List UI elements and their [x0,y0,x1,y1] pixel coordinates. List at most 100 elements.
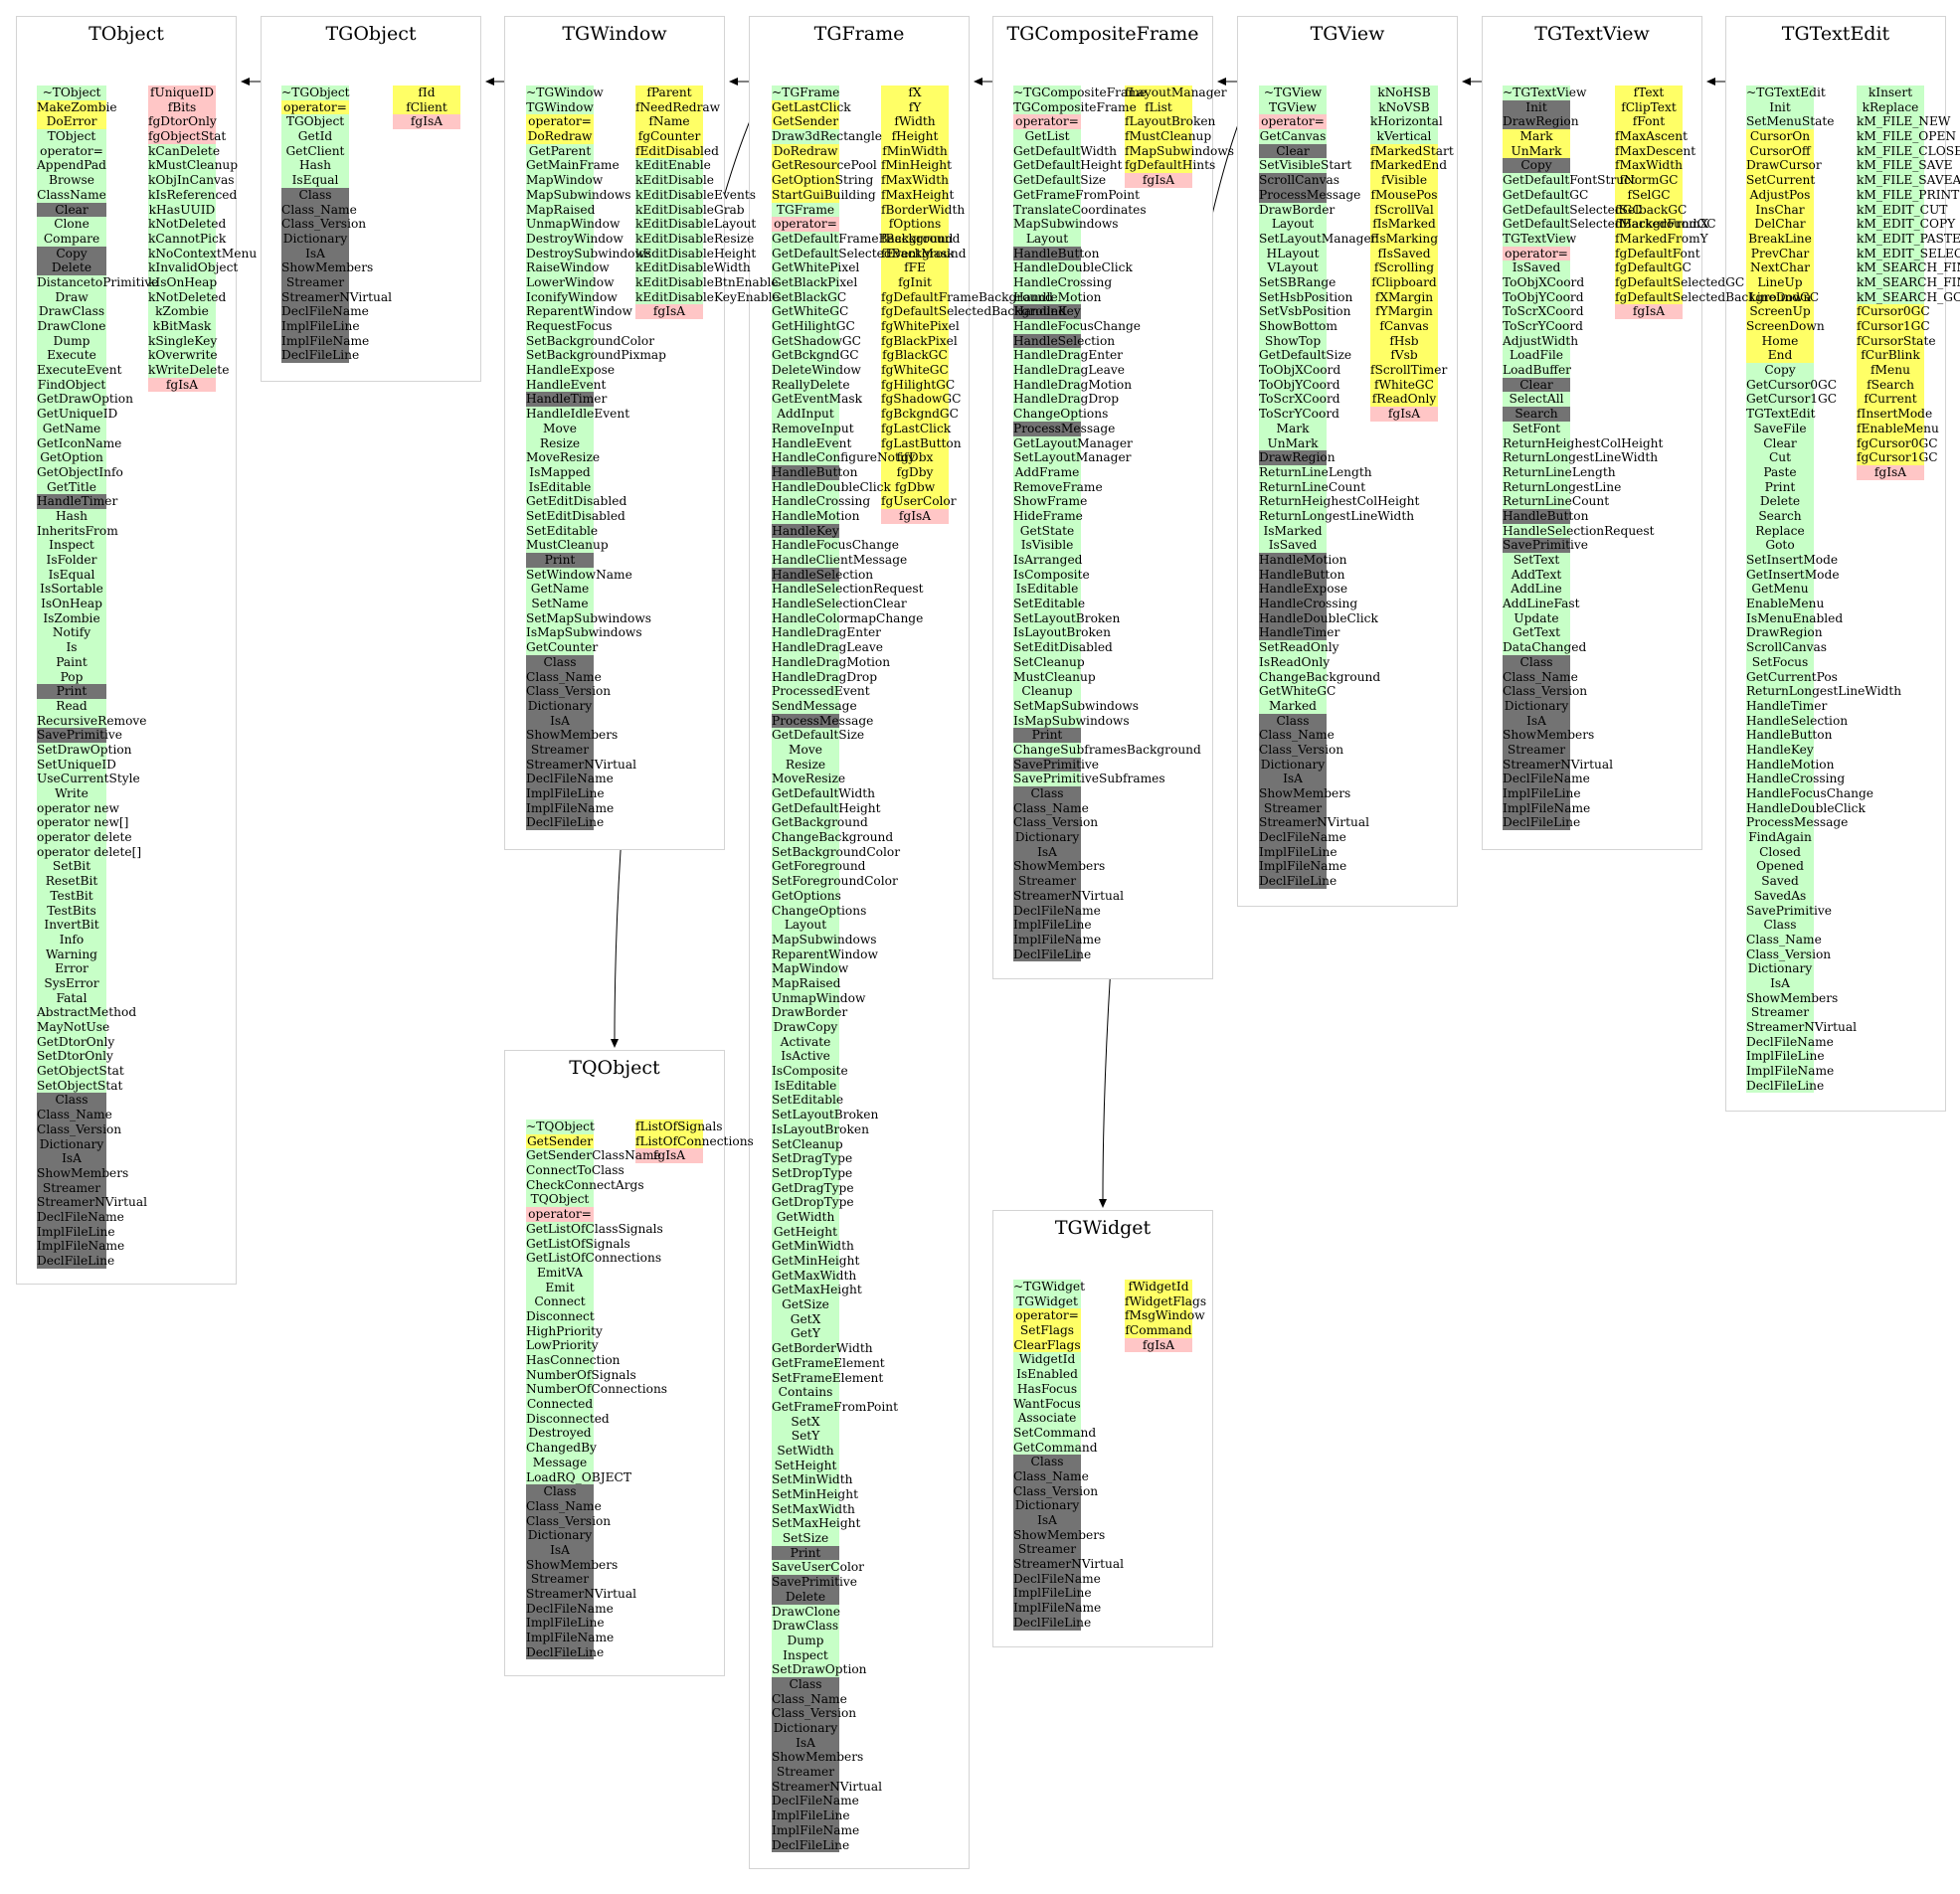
method-row: Class_Name [772,1691,847,1707]
member-row: kInvalidObject [148,260,238,275]
method-name: Class_Name [772,1691,847,1706]
method-name: HandleDoubleClick [1746,800,1866,815]
methods-column: ~TObject MakeZombie DoError TObject operator… [37,86,158,1269]
method-row: IsLayoutBroken [772,1121,869,1137]
method-name: SetBackgroundPixmap [526,348,666,363]
member-row: fgDtorOnly [148,114,217,130]
method-name: TestBit [50,888,93,903]
member-row: kM_FILE_PRINT [1857,187,1959,203]
method-row: GetLastClick [772,99,851,115]
method-name: MapRaised [772,975,841,990]
method-row: Class_Version [526,684,611,699]
method-name: Class [1519,654,1553,669]
methods-column: ~TGFrame GetLastClick GetSender Draw3dRecta… [772,86,967,1853]
method-name: Class_Version [281,217,367,232]
method-row: GetName [526,582,594,598]
method-name: MayNotUse [37,1020,110,1034]
member-row: fList [1125,99,1192,115]
method-name: operator= [1261,114,1325,129]
method-name: HandleMotion [1746,757,1835,772]
method-row: DistancetoPrimitive [37,274,158,290]
method-name: StreamerNVirtual [772,1779,883,1794]
method-row: IsA [281,246,349,261]
member-name: kEditEnable [635,158,711,173]
method-name: ReturnHeighestColHeight [1503,435,1664,450]
member-name: fgIsA [652,1148,686,1163]
member-name: fEditDisabled [635,143,719,158]
method-row: IsMarked [1259,523,1327,539]
method-row: MayNotUse [37,1020,110,1035]
method-name: GetBorderWidth [772,1341,873,1356]
method-name: EnableMenu [1746,597,1825,611]
method-name: Goto [1765,538,1795,553]
method-row: InvertBit [37,918,106,933]
method-row: MakeZombie [37,99,117,115]
method-row: GetSender [526,1133,594,1149]
method-row: Class_Name [1746,932,1822,947]
method-name: DrawClass [772,1619,839,1634]
method-row: DeclFileLine [1013,1615,1091,1631]
methods-column: ~TGCompositeFrame TGCompositeFrame operato… [1013,86,1201,962]
method-row: MapWindow [526,173,603,188]
method-row: Copy [1503,158,1570,174]
member-name: fMenu [1871,363,1910,378]
method-name: HandleTimer [526,392,608,407]
member-name: fBits [167,99,197,114]
method-name: Notify [52,625,91,640]
member-name: fgIsA [652,304,686,319]
method-name: ImplFileLine [526,786,605,800]
method-row: ~TQObject [526,1119,595,1134]
method-name: SetForegroundColor [772,874,898,889]
method-row: Class_Version [1013,1483,1098,1499]
member-row: fgIsA [1125,173,1192,188]
method-row: Closed [1746,844,1814,860]
member-name: fMarkedStart [1370,143,1454,158]
method-name: HandleSelection [772,567,874,582]
method-row: SetDropType [772,1165,852,1181]
method-name: Class_Name [281,202,357,217]
member-row: kM_EDIT_CUT [1857,202,1947,218]
method-name: operator delete [37,830,132,845]
method-row: Dictionary [1013,830,1081,845]
class-box-tobject: TObject ~TObject MakeZombie DoError TObject… [16,16,257,1285]
method-name: Mark [1519,129,1553,144]
method-row: ReturnLongestLineWidth [1503,450,1658,465]
method-name: GetDefaultSelectedBackgroundGC [1503,217,1716,232]
method-name: LineUp [1757,274,1803,289]
method-row: SetMinWidth [772,1472,852,1487]
method-name: Class_Name [1503,669,1578,684]
method-row: HandleSelection [1013,333,1115,349]
method-name: TGView [1269,99,1317,114]
method-row: DeclFileName [1013,1571,1101,1587]
member-name: fgObjectStat [148,129,227,144]
method-name: Warning [46,947,97,961]
arrowhead [241,78,250,86]
method-name: GetInsertMode [1746,567,1840,582]
method-row: HandleKey [1746,742,1814,758]
member-name: fName [648,114,690,129]
member-name: kEditDisableHeight [635,246,757,260]
member-name: fNeedRedraw [635,99,721,114]
method-name: WantFocus [1013,1396,1081,1411]
member-name: fMsgWindow [1125,1308,1205,1323]
method-row: ~TGCompositeFrame [1013,86,1147,100]
method-name: HandleButton [1746,728,1833,743]
method-row: Dictionary [1013,1498,1081,1513]
method-name: ShowMembers [281,260,374,275]
method-name: HandleDragEnter [772,625,882,640]
member-name: fParent [646,86,692,99]
method-name: ImplFileName [1259,859,1347,874]
method-name: GetMinWidth [772,1239,854,1254]
method-name: HandleMotion [1013,289,1102,304]
member-row: fEnableMenu [1857,421,1939,436]
method-name: ImplFileName [526,800,615,815]
class-box-tgobject: TGObject ~TGObject operator= TGObject GetId… [261,16,481,382]
member-row: fgIsA [1857,464,1924,480]
method-name: ReturnLongestLineWidth [1259,508,1415,523]
member-name: fgIsA [898,508,932,523]
member-row: fgBlackGC [881,348,949,364]
method-name: ShowMembers [1259,786,1351,800]
method-row: SetCommand [1013,1425,1096,1441]
method-row: SetObjectStat [37,1078,122,1094]
member-row: fgIsA [635,1148,703,1164]
